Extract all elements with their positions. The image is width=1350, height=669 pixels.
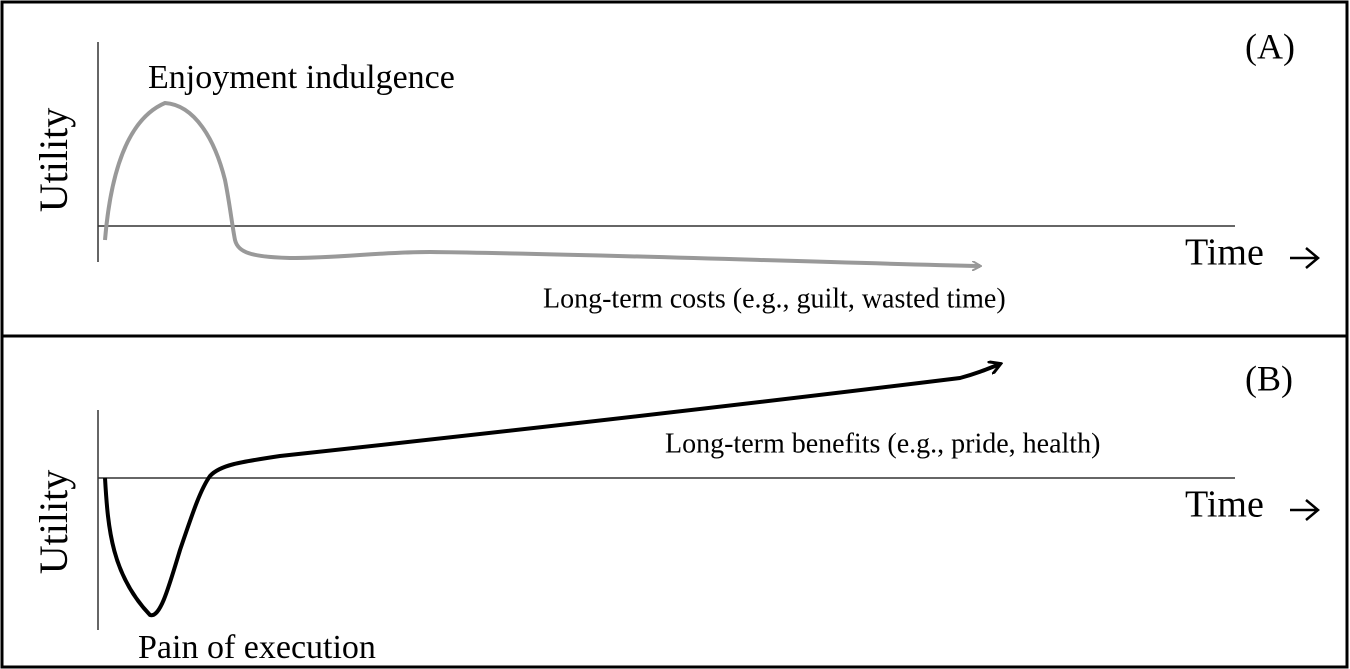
annotation: Pain of execution [138,629,376,666]
panel-label: (B) [1245,358,1293,398]
time-arrow [1290,499,1320,521]
utility-curve [103,364,1000,618]
annotation: Long-term costs (e.g., guilt, wasted tim… [543,283,1006,314]
x-axis-label: Time [1185,232,1264,274]
panel-label: (A) [1245,26,1295,66]
annotation: Enjoyment indulgence [148,59,455,96]
panel-border [0,334,1349,669]
y-axis-label: Utility [31,470,76,574]
panel-a: Utility Time (A) Enjoyment indulgence Lo… [0,0,1349,338]
panel-b: Utility Time (B) Long-term benefits (e.g… [0,334,1349,669]
y-axis-label: Utility [31,108,76,212]
utility-curve [103,100,980,266]
annotation: Long-term benefits (e.g., pride, health) [665,428,1100,459]
x-axis-label: Time [1185,484,1264,526]
time-arrow [1290,247,1320,269]
